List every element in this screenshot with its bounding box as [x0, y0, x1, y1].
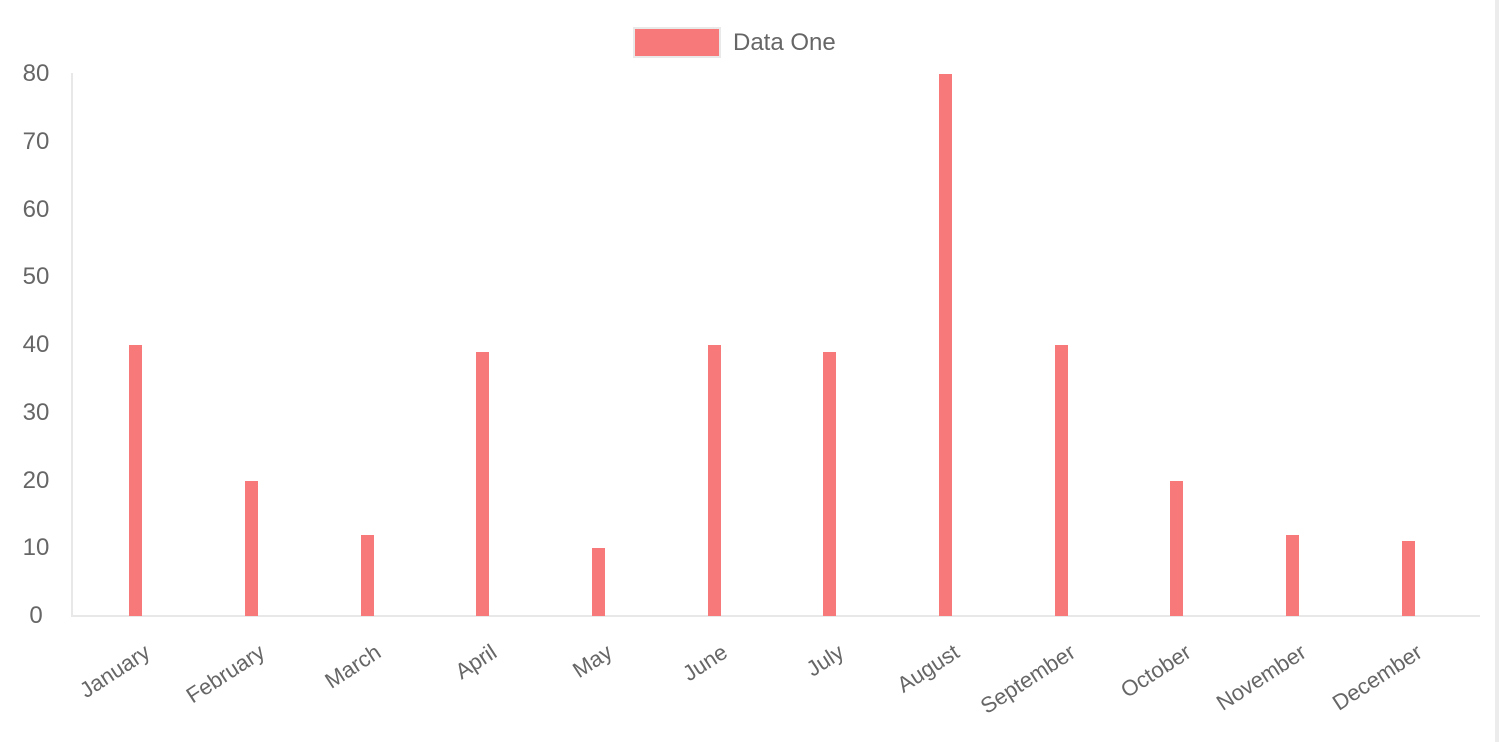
y-axis-tick-label: 20 [22, 466, 50, 494]
bar-october[interactable] [1170, 480, 1184, 616]
y-axis-tick-label: 60 [22, 195, 50, 223]
legend-item-data-one[interactable]: Data One [633, 27, 836, 58]
bar-december[interactable] [1401, 541, 1415, 616]
x-axis-label-november: November [1211, 639, 1311, 716]
bar-april[interactable] [476, 351, 490, 616]
y-axis-tick-label: 80 [22, 60, 50, 87]
y-axis-tick-label: 10 [22, 534, 50, 562]
x-axis-label-june: June [678, 639, 733, 687]
y-axis-tick-label: 30 [22, 398, 50, 426]
y-axis-tick-label: 0 [29, 602, 43, 629]
bar-november[interactable] [1286, 534, 1299, 616]
y-axis-tick-label: 50 [22, 263, 50, 291]
x-axis-label-april: April [450, 639, 501, 685]
bar-january[interactable] [129, 345, 143, 616]
x-axis-label-may: May [568, 639, 617, 683]
bar-february[interactable] [245, 480, 258, 616]
bar-july[interactable] [823, 351, 837, 616]
legend-swatch [633, 27, 721, 58]
window-right-border [1495, 0, 1499, 742]
x-axis-line [71, 615, 1480, 617]
bar-june[interactable] [707, 345, 721, 616]
x-axis-label-december: December [1327, 639, 1427, 716]
bar-march[interactable] [360, 534, 374, 616]
x-axis-label-march: March [320, 639, 386, 694]
x-axis-label-august: August [892, 639, 964, 698]
x-axis-label-september: September [975, 639, 1080, 719]
y-axis-line [71, 73, 73, 617]
y-axis-tick-label: 70 [22, 127, 50, 155]
bar-august[interactable] [939, 74, 952, 616]
x-axis-label-january: January [74, 639, 154, 703]
x-axis-label-february: February [182, 639, 270, 709]
y-axis-tick-label: 40 [22, 331, 50, 358]
bar-september[interactable] [1054, 345, 1068, 616]
bar-may[interactable] [592, 548, 605, 616]
x-axis-label-october: October [1115, 639, 1195, 703]
legend-label: Data One [733, 29, 836, 56]
x-axis-label-july: July [801, 639, 848, 682]
